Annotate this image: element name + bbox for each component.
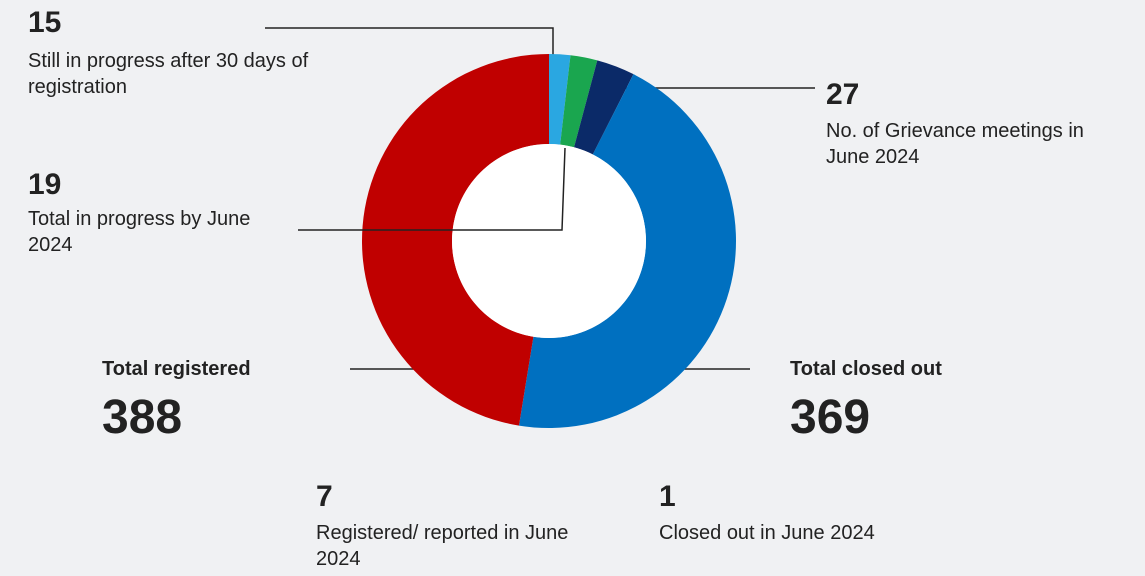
annotation-value: 7 <box>316 480 333 513</box>
value-label: 19 <box>28 168 62 201</box>
slice <box>574 60 634 155</box>
leader-line <box>265 27 554 60</box>
annotation-label: Closed out in June 2024 <box>659 522 875 544</box>
category-label: Still in progress after 30 days of regis… <box>28 50 309 98</box>
annotation-label: Registered/ reported in June 2024 <box>316 522 569 570</box>
value-label: 15 <box>28 6 62 39</box>
leader-line <box>298 147 566 231</box>
category-label: No. of Grievance meetings in June 2024 <box>826 120 1084 168</box>
slice <box>518 74 737 428</box>
slice <box>560 55 598 148</box>
slice <box>549 54 571 145</box>
category-label: Total in progress by June 2024 <box>28 208 251 256</box>
category-label: Total closed out <box>790 358 942 380</box>
category-label: Total registered <box>102 358 251 380</box>
value-label: 369 <box>790 391 871 444</box>
value-label: 388 <box>102 391 183 444</box>
slice <box>361 54 549 426</box>
annotation-value: 1 <box>659 480 676 513</box>
value-label: 27 <box>826 78 860 111</box>
donut-hole <box>452 144 646 338</box>
